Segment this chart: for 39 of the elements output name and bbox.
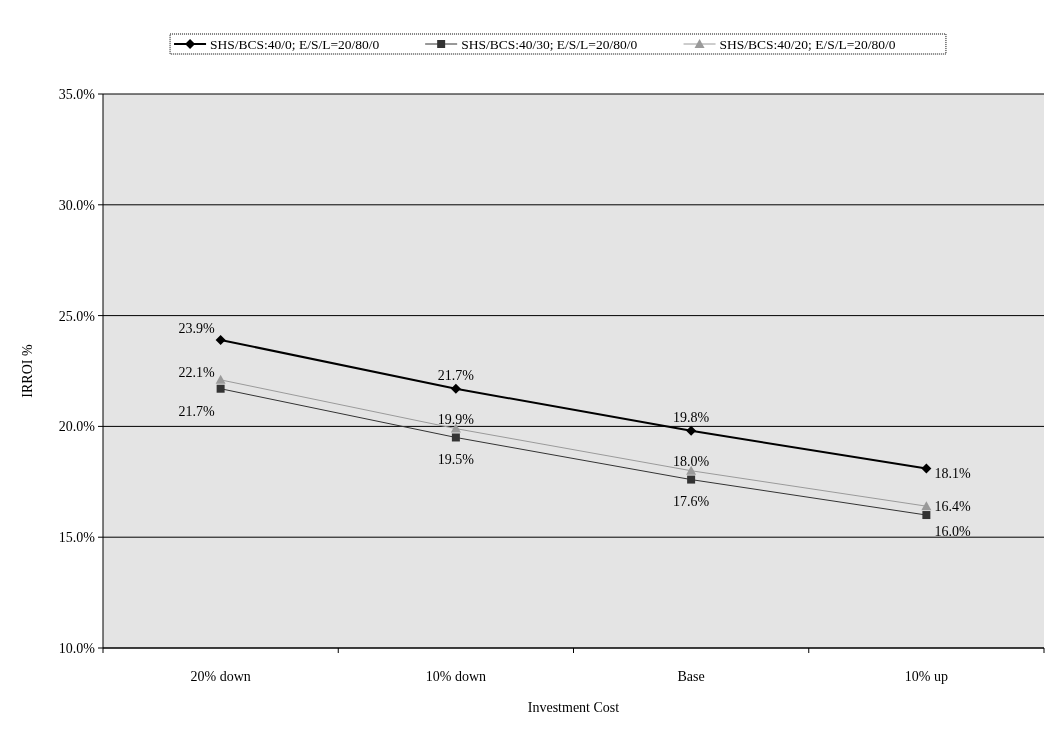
x-tick-label: Base	[677, 669, 705, 684]
y-tick-label: 10.0%	[58, 640, 96, 656]
y-tick-label: 25.0%	[58, 308, 96, 324]
y-tick-label: 30.0%	[58, 197, 96, 213]
data-label: 16.4%	[934, 499, 971, 515]
data-label: 21.7%	[178, 403, 215, 419]
data-label: 19.8%	[673, 409, 710, 425]
y-tick-label: 35.0%	[58, 86, 96, 102]
data-label: 18.0%	[673, 453, 710, 469]
x-axis-title: Investment Cost	[527, 700, 620, 715]
x-tick-label: 10% down	[425, 669, 487, 684]
x-tick-label: 20% down	[190, 669, 251, 684]
data-label: 17.6%	[673, 494, 710, 510]
data-label: 23.9%	[178, 320, 215, 336]
point	[450, 423, 461, 433]
y-tick-label: 15.0%	[58, 530, 96, 546]
legend-label: SHS/BCS:40/20; E/S/L=20/80/0	[719, 36, 896, 52]
point	[922, 511, 931, 520]
data-label: 21.7%	[437, 367, 475, 383]
x-tick-label: 10% up	[904, 669, 948, 684]
data-label: 18.1%	[934, 466, 971, 482]
point	[686, 465, 697, 475]
y-tick-label: 20.0%	[58, 419, 96, 435]
point	[687, 475, 696, 484]
legend-label: SHS/BCS:40/0; E/S/L=20/80/0	[210, 36, 380, 52]
legend-label: SHS/BCS:40/30; E/S/L=20/80/0	[461, 36, 638, 52]
point	[216, 384, 225, 393]
point	[215, 334, 226, 345]
y-axis-title: IRROI %	[20, 344, 35, 398]
data-label: 19.5%	[437, 452, 475, 468]
data-label: 16.0%	[934, 523, 971, 539]
point	[450, 383, 461, 394]
point	[215, 374, 226, 384]
data-label: 19.9%	[437, 411, 475, 427]
point	[451, 433, 460, 442]
point	[921, 501, 932, 511]
data-label: 22.1%	[178, 364, 215, 380]
point	[686, 425, 697, 436]
point	[921, 463, 932, 474]
